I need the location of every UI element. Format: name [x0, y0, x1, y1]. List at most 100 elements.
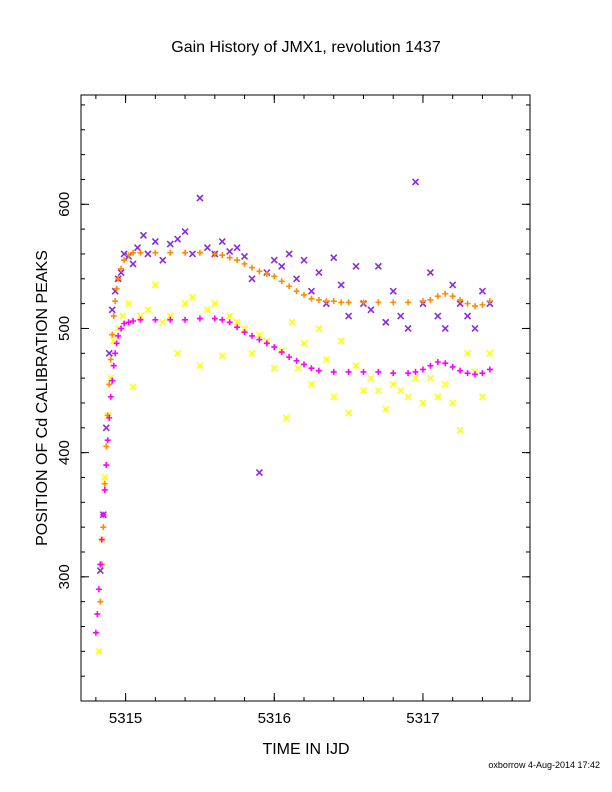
- data-point: [196, 315, 203, 322]
- data-point: [104, 437, 111, 444]
- series-0: [96, 178, 494, 575]
- data-point: [270, 364, 278, 372]
- data-point: [151, 237, 159, 246]
- data-point: [129, 260, 137, 268]
- data-point: [125, 300, 133, 308]
- data-point: [419, 366, 426, 373]
- data-point: [211, 250, 218, 257]
- data-point: [167, 316, 174, 323]
- data-point: [118, 325, 125, 332]
- data-point: [278, 278, 285, 285]
- data-point: [441, 324, 449, 333]
- data-point: [159, 256, 167, 264]
- data-point: [240, 324, 249, 333]
- data-point: [95, 647, 103, 655]
- data-point: [441, 380, 449, 388]
- data-point: [419, 399, 427, 407]
- data-point: [233, 318, 241, 326]
- data-point: [119, 312, 127, 320]
- data-point: [389, 380, 397, 388]
- data-point: [263, 340, 270, 347]
- data-point: [457, 296, 464, 303]
- data-point: [102, 424, 110, 432]
- data-point: [486, 366, 493, 373]
- data-point: [125, 252, 132, 259]
- data-point: [106, 414, 113, 421]
- data-point: [241, 260, 248, 267]
- data-point: [315, 367, 322, 374]
- series-3: [92, 315, 493, 636]
- data-point: [293, 357, 300, 364]
- data-point: [389, 287, 397, 295]
- data-point: [308, 365, 315, 372]
- y-tick-label: 300: [56, 564, 73, 589]
- data-point: [109, 377, 116, 384]
- data-point: [345, 299, 352, 306]
- data-point: [479, 301, 486, 308]
- data-point: [457, 367, 464, 374]
- y-tick-label: 600: [56, 192, 73, 217]
- data-point: [382, 405, 390, 413]
- data-point: [323, 298, 330, 305]
- data-point: [226, 312, 234, 320]
- data-point: [434, 393, 442, 401]
- data-point: [133, 244, 142, 252]
- data-point: [382, 318, 390, 326]
- data-point: [434, 293, 441, 300]
- data-point: [218, 352, 226, 360]
- data-point: [271, 273, 278, 280]
- data-point: [234, 324, 241, 331]
- data-point: [471, 324, 479, 333]
- chart-title: Gain History of JMX1, revolution 1437: [171, 39, 441, 56]
- data-point: [226, 247, 234, 256]
- data-point: [463, 349, 472, 357]
- data-point: [109, 331, 116, 338]
- data-point: [345, 312, 353, 320]
- data-point: [301, 291, 308, 298]
- data-point: [434, 358, 441, 365]
- data-point: [307, 287, 316, 295]
- data-point: [419, 298, 426, 305]
- data-point: [427, 296, 434, 303]
- data-point: [211, 300, 219, 308]
- data-point: [96, 567, 104, 575]
- data-point: [121, 257, 128, 264]
- series-2: [97, 249, 493, 605]
- data-point: [427, 362, 434, 369]
- data-point: [115, 332, 122, 339]
- data-point: [426, 374, 434, 382]
- data-point: [125, 319, 132, 326]
- data-point: [360, 368, 367, 375]
- data-point: [486, 298, 493, 305]
- data-point: [270, 256, 278, 264]
- data-point: [271, 344, 278, 351]
- data-point: [471, 371, 478, 378]
- data-point: [390, 299, 397, 306]
- data-point: [255, 468, 263, 477]
- x-tick-label: 5316: [258, 710, 291, 727]
- data-point: [315, 296, 322, 303]
- x-tick-label: 5315: [109, 710, 142, 727]
- data-point: [234, 257, 241, 264]
- data-point: [105, 349, 113, 357]
- data-point: [464, 370, 471, 377]
- data-point: [308, 295, 315, 302]
- data-point: [196, 249, 203, 256]
- data-points: [92, 178, 494, 655]
- data-point: [203, 244, 211, 252]
- data-point: [166, 312, 174, 320]
- data-point: [181, 300, 189, 308]
- data-point: [152, 249, 159, 256]
- data-point: [130, 249, 137, 256]
- data-point: [113, 285, 120, 292]
- data-point: [307, 380, 316, 388]
- data-point: [282, 414, 290, 422]
- data-point: [374, 262, 382, 270]
- data-point: [345, 409, 353, 417]
- data-point: [278, 262, 286, 270]
- data-point: [478, 287, 486, 295]
- data-point: [218, 237, 226, 246]
- data-point: [434, 312, 442, 320]
- data-point: [449, 281, 457, 289]
- y-axis-label: POSITION OF Cd CALIBRATION PEAKS: [34, 250, 51, 546]
